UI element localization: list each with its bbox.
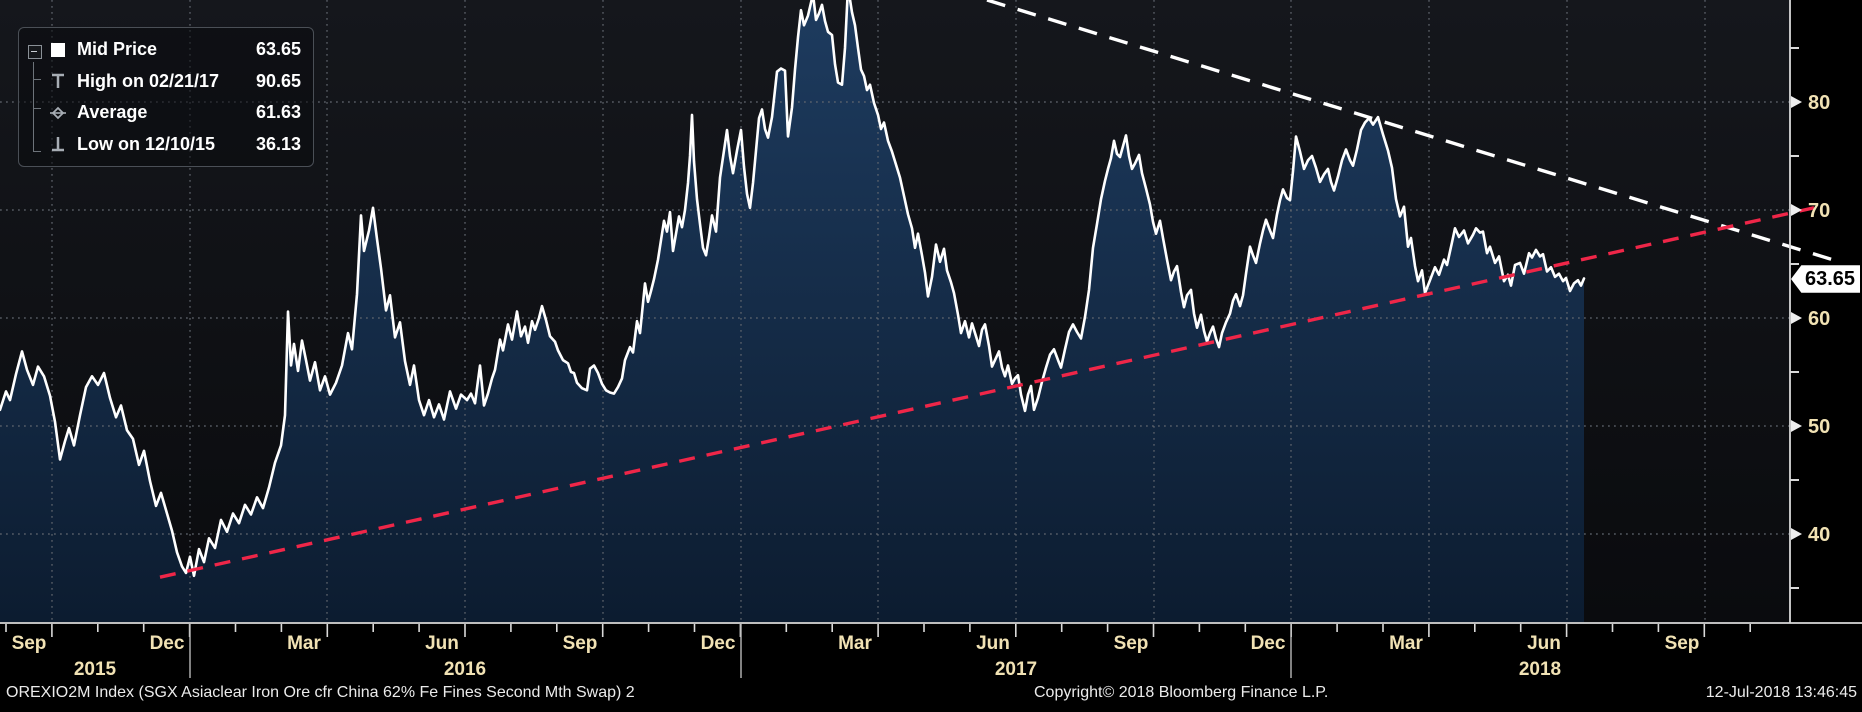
legend-tree-stub bbox=[33, 151, 41, 152]
x-axis-month-label[interactable]: Jun bbox=[976, 633, 1010, 654]
x-axis-year-label[interactable]: 2018 bbox=[1519, 659, 1561, 680]
legend-tree-connector bbox=[33, 62, 34, 152]
legend-panel[interactable]: Mid Price 63.65 High on 02/21/17 90.65 A… bbox=[18, 27, 314, 167]
x-axis-month-label[interactable]: Sep bbox=[1665, 633, 1700, 654]
x-axis-month-label[interactable]: Dec bbox=[1251, 633, 1286, 654]
legend-tree-stub bbox=[33, 108, 41, 109]
y-tick-arrow-icon bbox=[1791, 95, 1802, 108]
x-axis-month-label[interactable]: Jun bbox=[425, 633, 459, 654]
x-axis-month-label[interactable]: Jun bbox=[1527, 633, 1561, 654]
y-axis[interactable]: 40 50 60 70 80 bbox=[1790, 47, 1830, 589]
legend-item-low[interactable]: Low on 12/10/15 36.13 bbox=[27, 130, 301, 159]
legend-tree-stub bbox=[33, 79, 41, 80]
low-tee-bottom-icon bbox=[47, 135, 71, 153]
average-diamond-icon bbox=[47, 104, 71, 122]
last-price-label: 63.65 bbox=[1791, 265, 1860, 293]
y-tick-arrow-icon bbox=[1791, 419, 1802, 432]
copyright-text: Copyright© 2018 Bloomberg Finance L.P. bbox=[1034, 684, 1329, 701]
x-axis-month-label[interactable]: Dec bbox=[150, 633, 185, 654]
trendline-descending-resistance[interactable] bbox=[986, 0, 1844, 265]
x-axis-month-label[interactable]: Mar bbox=[1389, 633, 1423, 654]
y-axis-label[interactable]: 50 bbox=[1808, 416, 1830, 438]
y-tick-arrow-icon bbox=[1791, 203, 1802, 216]
x-axis-month-label[interactable]: Sep bbox=[12, 633, 47, 654]
x-axis-year-label[interactable]: 2017 bbox=[995, 659, 1037, 680]
y-tick-arrow-icon bbox=[1791, 527, 1802, 540]
legend-value: 61.63 bbox=[255, 102, 301, 123]
legend-item-high[interactable]: High on 02/21/17 90.65 bbox=[27, 67, 301, 96]
legend-label: Low on 12/10/15 bbox=[77, 133, 216, 154]
x-axis-year-label[interactable]: 2016 bbox=[444, 659, 486, 680]
trendline-ascending-support[interactable] bbox=[159, 206, 1815, 579]
high-tee-top-icon bbox=[47, 72, 71, 90]
legend-label: Average bbox=[77, 102, 148, 123]
legend-tree-collapse-icon[interactable] bbox=[28, 45, 42, 59]
legend-label: Mid Price bbox=[77, 39, 158, 59]
last-price-value: 63.65 bbox=[1804, 267, 1856, 290]
y-axis-label[interactable]: 80 bbox=[1808, 92, 1830, 114]
x-axis-month-label[interactable]: Mar bbox=[838, 633, 872, 654]
y-tick-arrow-icon bbox=[1791, 311, 1802, 324]
mid-price-square-icon bbox=[47, 41, 71, 59]
legend-value: 90.65 bbox=[255, 70, 301, 91]
y-axis-label[interactable]: 60 bbox=[1808, 308, 1830, 330]
legend-label: High on 02/21/17 bbox=[77, 70, 220, 91]
legend-item-average[interactable]: Average 61.63 bbox=[27, 98, 301, 127]
x-axis-year-label[interactable]: 2015 bbox=[74, 659, 117, 680]
status-bar: OREXIO2M Index (SGX Asiaclear Iron Ore c… bbox=[0, 680, 1862, 712]
price-line bbox=[0, 0, 1586, 578]
legend-value: 63.65 bbox=[255, 39, 301, 59]
legend-item-mid-price[interactable]: Mid Price 63.65 bbox=[27, 35, 301, 64]
y-axis-label[interactable]: 40 bbox=[1808, 524, 1830, 546]
x-axis-month-label[interactable]: Sep bbox=[1114, 633, 1149, 654]
legend-value: 36.13 bbox=[255, 133, 301, 154]
x-axis-month-label[interactable]: Mar bbox=[287, 633, 321, 654]
price-area-fill bbox=[0, 0, 1584, 622]
x-axis[interactable]: Sep Dec Mar Jun Sep Dec Mar Jun Sep Dec Mar Jun Sep 2… bbox=[5, 624, 1751, 680]
x-axis-month-label[interactable]: Sep bbox=[563, 633, 598, 654]
y-axis-label[interactable]: 70 bbox=[1808, 200, 1830, 222]
plot-area bbox=[0, 0, 1790, 622]
security-description: OREXIO2M Index (SGX Asiaclear Iron Ore c… bbox=[6, 684, 635, 701]
x-axis-month-label[interactable]: Dec bbox=[701, 633, 736, 654]
timestamp: 12-Jul-2018 13:46:45 bbox=[1705, 684, 1857, 701]
